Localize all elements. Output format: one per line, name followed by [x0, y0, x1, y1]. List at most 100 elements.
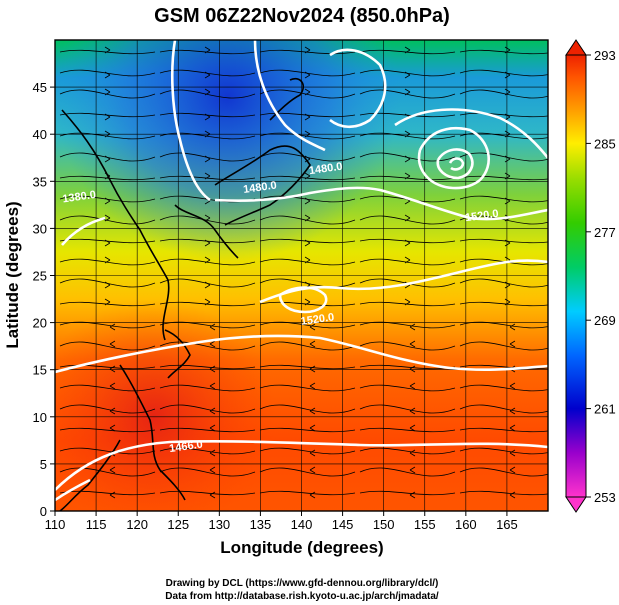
credit-data: Data from http://database.rish.kyoto-u.a…: [165, 591, 439, 602]
streamline-arrow-37: [304, 197, 311, 205]
streamline-4: [459, 49, 548, 55]
streamline-85: [59, 404, 156, 414]
streamline-arrow-0: [104, 46, 111, 54]
streamline-arrow-39: [504, 197, 511, 205]
streamline-84: [459, 384, 548, 392]
streamline-arrow-11: [204, 88, 211, 96]
streamline-arrow-80: [109, 382, 116, 390]
streamline-arrow-102: [309, 466, 316, 474]
streamline-35: [59, 195, 156, 203]
streamline-arrow-32: [304, 172, 311, 180]
streamline-arrow-6: [204, 71, 211, 79]
streamline-3: [359, 49, 456, 55]
streamline-27: [259, 152, 356, 162]
streamline-71: [159, 341, 256, 351]
streamline-2: [259, 49, 356, 55]
streamline-77: [259, 364, 356, 370]
streamline-arrow-92: [309, 424, 316, 432]
streamline-80: [59, 384, 156, 392]
streamline-13: [359, 89, 456, 99]
streamline-arrow-104: [509, 466, 516, 474]
y-tick-label-1: 5: [40, 457, 47, 472]
streamline-arrow-34: [504, 172, 511, 180]
contour-line-7: [329, 48, 387, 129]
streamline-arrow-25: [104, 155, 111, 163]
streamline-arrow-49: [504, 239, 511, 247]
colorbar-tick-label-0: 253: [594, 490, 616, 505]
streamline-arrow-3: [404, 46, 411, 54]
streamline-6: [159, 69, 256, 77]
streamline-arrow-55: [104, 281, 111, 289]
height-contours: [55, 40, 548, 502]
streamline-0: [59, 49, 156, 55]
streamline-arrow-67: [309, 323, 316, 331]
streamline-arrow-8: [404, 71, 411, 79]
streamline-arrow-75: [109, 365, 116, 373]
streamline-26: [159, 152, 256, 162]
x-tick-label-10: 160: [455, 517, 477, 532]
streamline-65: [59, 321, 156, 329]
streamline-arrow-73: [409, 340, 416, 348]
y-tick-label-2: 10: [33, 410, 47, 425]
streamline-arrow-78: [409, 365, 416, 373]
y-tick-label-0: 0: [40, 504, 47, 519]
x-tick-label-6: 140: [291, 517, 313, 532]
y-tick-label-9: 45: [33, 80, 47, 95]
x-axis-label: Longitude (degrees): [220, 538, 383, 557]
streamline-64: [459, 301, 548, 307]
contour-line-4: [61, 216, 106, 246]
x-tick-label-5: 135: [250, 517, 272, 532]
colorbar-top-arrow: [565, 39, 587, 56]
streamline-62: [259, 301, 356, 307]
contour-label-0: 1466.0: [169, 439, 204, 456]
streamline-arrow-76: [209, 365, 216, 373]
streamline-103: [359, 467, 456, 477]
streamline-arrow-14: [504, 88, 511, 96]
streamline-arrow-85: [109, 407, 116, 415]
streamline-82: [259, 384, 356, 392]
streamline-57: [259, 278, 356, 288]
streamline-48: [359, 238, 456, 244]
streamline-51: [159, 258, 256, 266]
streamline-arrow-4: [504, 46, 511, 54]
streamline-arrow-101: [209, 466, 216, 474]
streamline-72: [259, 341, 356, 351]
streamline-arrow-52: [304, 256, 311, 264]
streamline-8: [359, 69, 456, 77]
y-tick-label-4: 20: [33, 316, 47, 331]
streamline-arrow-23: [404, 130, 411, 138]
streamline-arrow-109: [509, 491, 516, 499]
contour-line-12: [278, 286, 328, 314]
streamline-47: [259, 238, 356, 244]
colorbar-tick-label-4: 285: [594, 136, 616, 151]
x-tick-label-11: 165: [496, 517, 518, 532]
streamline-92: [259, 427, 356, 433]
streamline-arrow-27: [304, 155, 311, 163]
y-tick-label-7: 35: [33, 174, 47, 189]
streamline-90: [59, 427, 156, 433]
streamline-arrow-42: [304, 214, 311, 222]
streamline-21: [159, 132, 256, 140]
streamline-25: [59, 152, 156, 162]
plot-area: 1466.0 1520.0 1520.0 1480.0 1480.0 1380.0: [55, 40, 548, 511]
streamline-108: [359, 490, 456, 496]
streamline-79: [459, 364, 548, 370]
streamline-arrow-93: [409, 424, 416, 432]
streamline-arrow-81: [209, 382, 216, 390]
streamline-arrow-91: [209, 424, 216, 432]
streamline-88: [359, 404, 456, 414]
streamline-arrow-17: [304, 113, 311, 121]
streamline-arrow-20: [104, 130, 111, 138]
streamline-arrow-70: [109, 340, 116, 348]
contour-labels: 1466.0 1520.0 1520.0 1480.0 1480.0 1380.0: [62, 161, 500, 455]
x-tick-label-9: 155: [414, 517, 436, 532]
streamline-arrow-63: [404, 298, 411, 306]
streamline-arrow-88: [409, 407, 416, 415]
streamline-17: [259, 112, 356, 118]
streamline-arrow-40: [104, 214, 111, 222]
streamline-arrow-68: [409, 323, 416, 331]
streamline-arrow-30: [104, 172, 111, 180]
streamline-12: [259, 89, 356, 99]
contour-label-2: 1520.0: [464, 208, 499, 225]
streamline-20: [59, 132, 156, 140]
